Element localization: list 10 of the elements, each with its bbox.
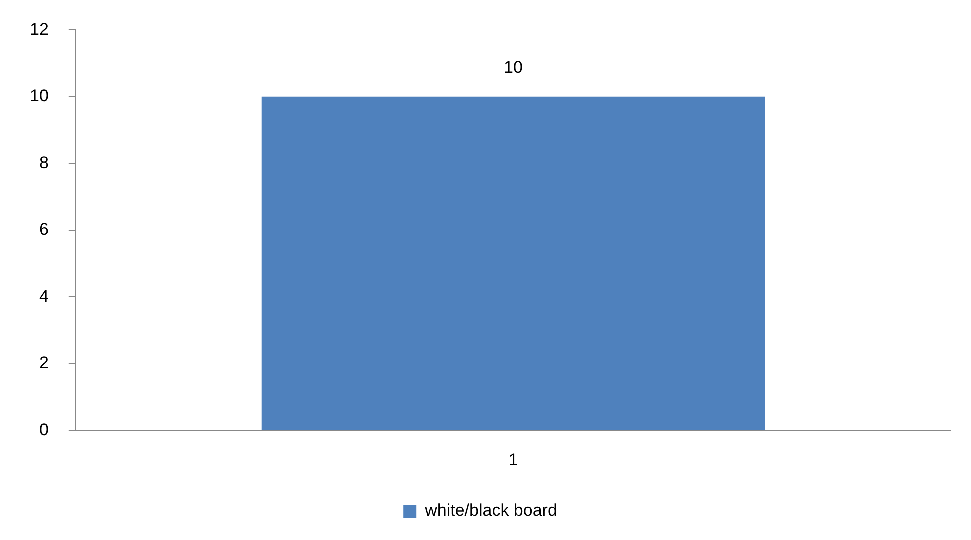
- x-tick-label: 1: [508, 450, 518, 470]
- y-tick-label: 10: [30, 86, 49, 106]
- y-tick-label: 4: [39, 286, 49, 306]
- y-tick-label: 12: [30, 20, 49, 39]
- y-tick-label: 2: [39, 354, 49, 373]
- y-tick-label: 0: [39, 420, 49, 440]
- y-tick-label: 8: [39, 153, 49, 172]
- legend-label: white/black board: [424, 501, 558, 520]
- data-label: 10: [504, 58, 523, 78]
- y-tick-label: 6: [39, 220, 49, 240]
